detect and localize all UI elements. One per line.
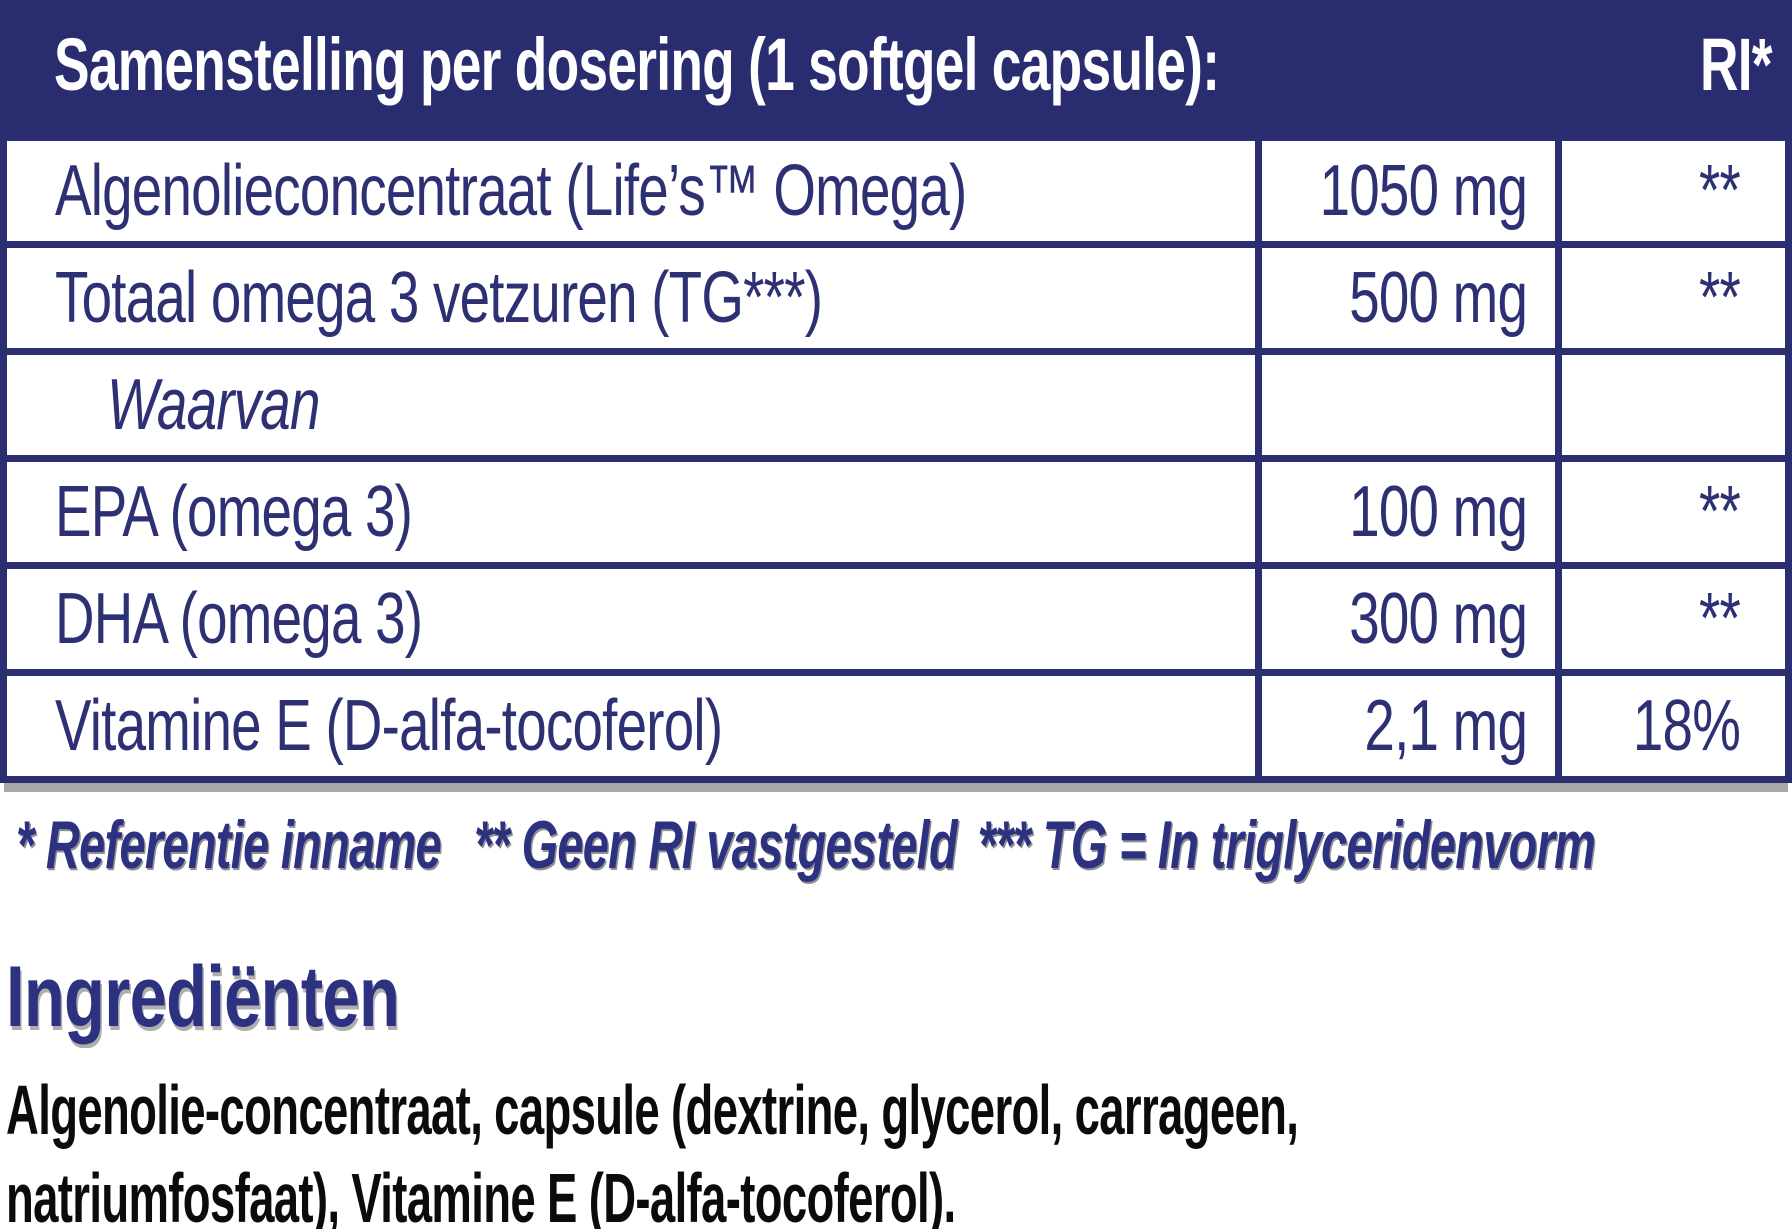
amount-cell: 1050 mg [1255, 141, 1555, 241]
ri-cell: ** [1555, 462, 1785, 562]
ingredient-name-cell: DHA (omega 3) [55, 579, 423, 659]
table-row-dha: DHA (omega 3) 300 mg ** [7, 562, 1785, 669]
ingredient-name-cell: Totaal omega 3 vetzuren (TG***) [55, 258, 823, 338]
ri-column-header: RI* [1700, 22, 1773, 106]
ingredients-line-2: natriumfosfaat), Vitamine E (D-alfa-toco… [6, 1159, 956, 1229]
footnote-tg-form: *** TG = In triglyceridenvorm [977, 807, 1596, 883]
ri-cell: ** [1555, 569, 1785, 669]
table-row-epa: EPA (omega 3) 100 mg ** [7, 455, 1785, 562]
amount-cell [1255, 355, 1555, 455]
nutrition-table: Samenstelling per dosering (1 softgel ca… [0, 0, 1792, 783]
table-row-algae-oil: Algenolieconcentraat (Life’s™ Omega) 105… [7, 134, 1785, 241]
ingredients-heading: Ingrediënten [6, 949, 400, 1045]
ingredient-name-cell: Waarvan [107, 365, 320, 445]
ingredient-name-cell: Algenolieconcentraat (Life’s™ Omega) [55, 151, 967, 231]
amount-cell: 2,1 mg [1255, 676, 1555, 776]
ingredients-paragraph: Algenolie-concentraat, capsule (dextrine… [6, 1066, 1299, 1229]
ri-cell [1555, 355, 1785, 455]
table-title: Samenstelling per dosering (1 softgel ca… [54, 22, 1220, 106]
footnote-line: * Referentie inname ** Geen RI vastgeste… [16, 806, 1792, 884]
amount-cell: 300 mg [1255, 569, 1555, 669]
ri-cell: 18% [1555, 676, 1785, 776]
amount-cell: 500 mg [1255, 248, 1555, 348]
amount-cell: 100 mg [1255, 462, 1555, 562]
table-row-waarvan: Waarvan [7, 348, 1785, 455]
table-header-row: Samenstelling per dosering (1 softgel ca… [0, 0, 1792, 134]
ingredients-line-1: Algenolie-concentraat, capsule (dextrine… [6, 1071, 1299, 1149]
footnote-reference-intake: * Referentie inname [16, 807, 442, 883]
ingredient-name-cell: Vitamine E (D-alfa-tocoferol) [55, 686, 723, 766]
table-row-vitamin-e: Vitamine E (D-alfa-tocoferol) 2,1 mg 18% [7, 669, 1785, 776]
ri-cell: ** [1555, 141, 1785, 241]
footnote-no-ri: ** Geen RI vastgesteld [474, 807, 958, 883]
ingredient-name-cell: EPA (omega 3) [55, 472, 413, 552]
ri-cell: ** [1555, 248, 1785, 348]
table-row-total-omega3: Totaal omega 3 vetzuren (TG***) 500 mg *… [7, 241, 1785, 348]
